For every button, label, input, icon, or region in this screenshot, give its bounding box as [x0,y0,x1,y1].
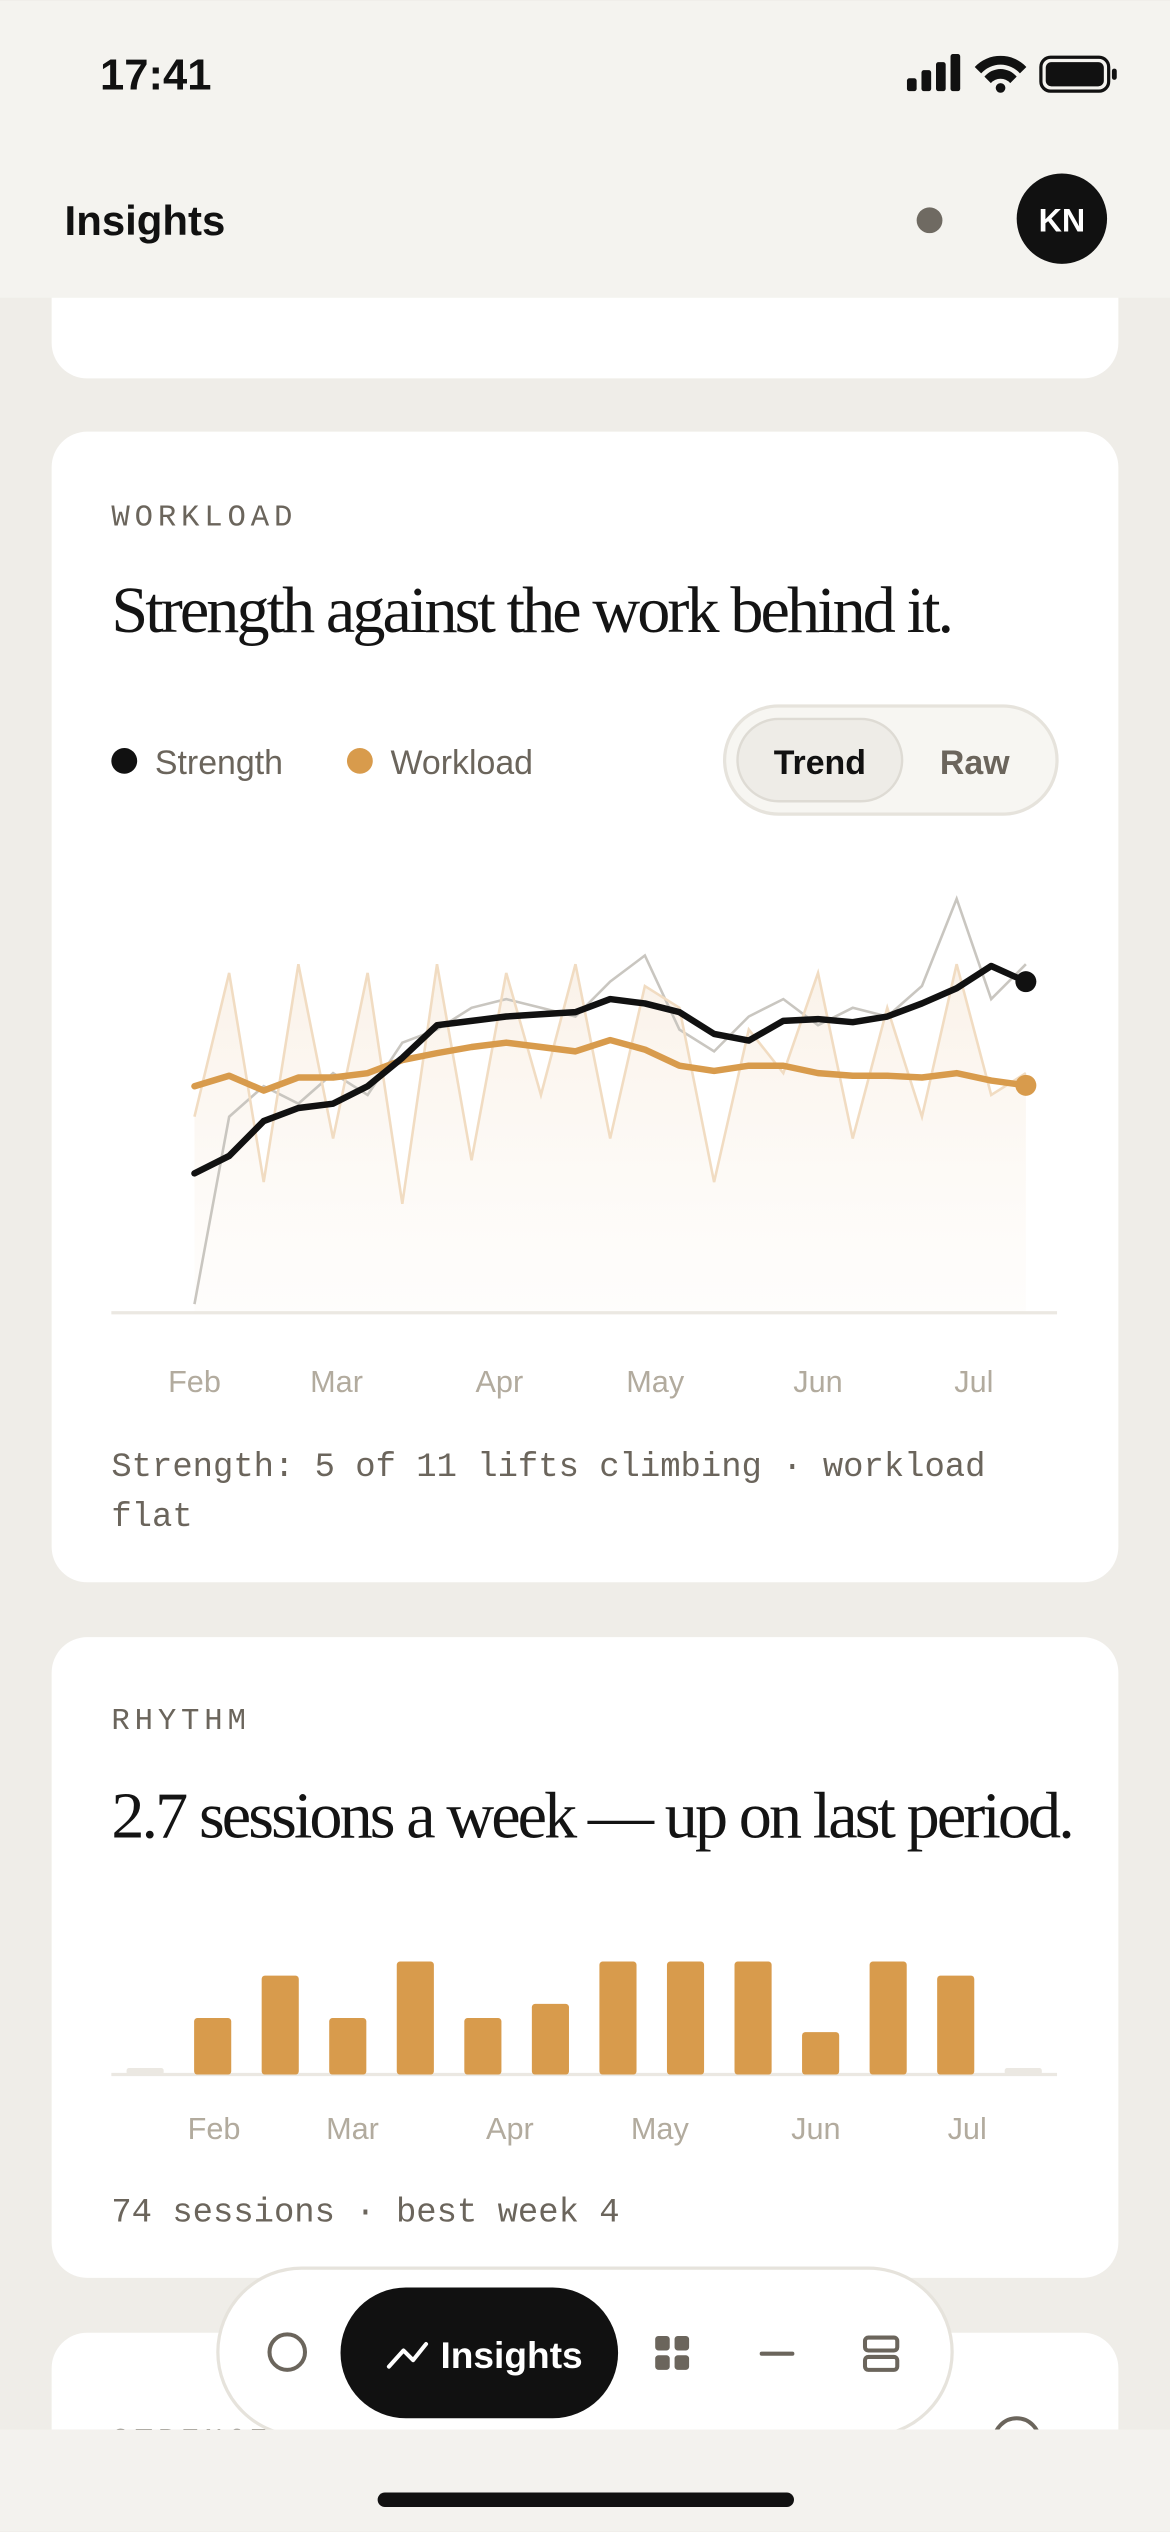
trend-line [191,1036,1030,1094]
avatar-initials: KN [1039,203,1086,239]
x-tick-label: Apr [486,2112,534,2146]
toggle-option-active[interactable] [736,717,904,803]
x-tick-label: Mar [326,2112,379,2146]
scroll-content: WORKLOAD Strength against the work behin… [51,297,1119,2459]
bar-chart: Feb Mar Apr May Jun Jul [111,1961,1058,2146]
home-area [0,2429,1170,2532]
raw-line [193,963,1027,1205]
bar [869,1961,907,2075]
toggle-label[interactable]: Raw [940,744,1010,782]
line-chart: Feb Mar Apr May Jun Jul [111,895,1058,1399]
card [51,297,1119,379]
tab-icon[interactable] [267,2332,308,2372]
card-footnote: flat [111,1499,192,1537]
avatar[interactable] [1016,173,1108,264]
card-headline: 2.7 sessions a week — up on last period. [111,1779,1072,1852]
tab-active[interactable] [340,2287,619,2419]
bar [937,1975,975,2075]
bar [599,1961,637,2075]
bar [531,2003,569,2075]
bar-empty [126,2068,164,2075]
card-icon [994,2416,1039,2430]
x-tick-label: Feb [168,1365,221,1399]
card-headline: Strength against the work behind it. [111,574,951,647]
bar [194,2018,232,2075]
bar-empty [1004,2068,1042,2075]
header-title: Insights [65,197,226,244]
x-tick-label: May [631,2112,690,2146]
tab-icon [386,2341,429,2369]
tab-icon[interactable] [862,2335,900,2372]
x-tick-label: Jul [948,2112,987,2146]
home-indicator [377,2492,794,2508]
card-footnote: 74 sessions · best week 4 [111,2194,619,2232]
status-icons [906,54,1117,93]
trend-line [191,962,1030,1177]
tab-icon[interactable] [655,2335,690,2370]
bar [734,1961,772,2075]
x-tick-label: Jun [793,1365,842,1399]
top-bar [0,0,1170,298]
legend-label: Strength [155,744,283,782]
bar [802,2032,840,2075]
legend-swatch [346,747,373,774]
bar [464,2018,502,2075]
sync-dot [916,207,943,234]
x-tick-label: Mar [310,1365,363,1399]
x-tick-label: Apr [475,1365,523,1399]
x-tick-label: Jun [791,2112,840,2146]
legend-label: Workload [391,744,533,782]
bar [666,1961,705,2075]
x-tick-label: Jul [954,1365,993,1399]
bar [261,1975,299,2075]
card-label: STRENGTH [111,2424,297,2459]
x-tick-label: Feb [188,2112,241,2146]
toggle-label[interactable]: Trend [774,744,866,782]
card-footnote: Strength: 5 of 11 lifts climbing · workl… [111,1449,985,1487]
status-time: 17:41 [100,52,211,100]
bar [329,2018,367,2075]
end-point [1015,971,1037,993]
card [51,1637,1119,2278]
end-point [1015,1074,1037,1096]
tab-label[interactable]: Insights [440,2334,582,2376]
bar [396,1961,434,2075]
card-label: WORKLOAD [111,500,297,535]
card-label: RHYTHM [111,1704,250,1739]
legend-swatch [111,747,138,774]
x-tick-label: May [626,1365,685,1399]
